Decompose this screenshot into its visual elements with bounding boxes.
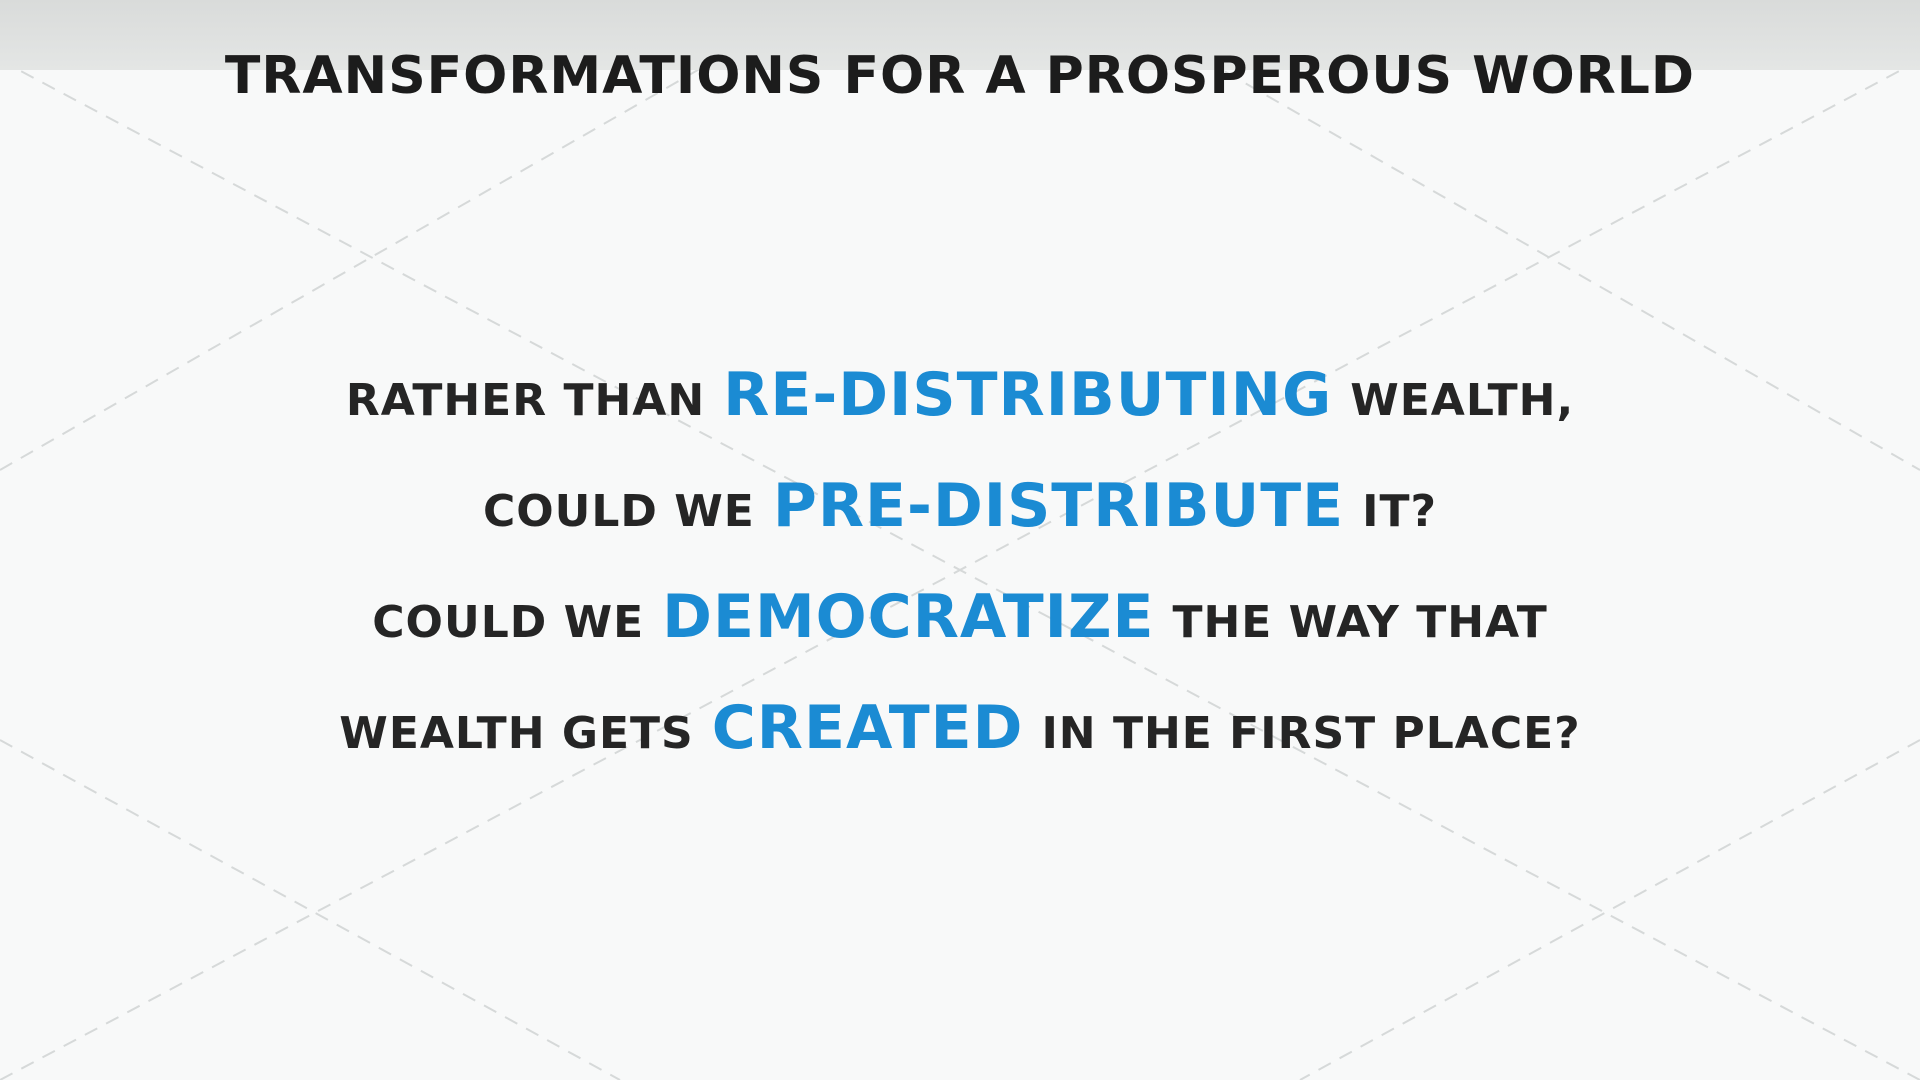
slide-title: TRANSFORMATIONS FOR A PROSPEROUS WORLD (224, 46, 1696, 106)
line-text: COULD WE (372, 597, 645, 648)
dashed-line (1099, 0, 1920, 471)
line-text: WEALTH GETS (339, 708, 694, 759)
status-bar (0, 0, 1920, 70)
emphasis-text: CREATED (711, 693, 1024, 763)
line-text: THE WAY THAT (1172, 597, 1548, 648)
line-text: RATHER THAN (345, 375, 706, 426)
text-line: WEALTH GETS CREATED IN THE FIRST PLACE? (0, 693, 1920, 804)
emphasis-text: PRE-DISTRIBUTE (772, 471, 1345, 541)
emphasis-text: DEMOCRATIZE (662, 582, 1155, 652)
dashed-line (0, 59, 1920, 1080)
slide-body: RATHER THAN RE-DISTRIBUTING WEALTH, COULD W… (0, 360, 1920, 804)
text-line: COULD WE PRE-DISTRIBUTE IT? (0, 471, 1920, 582)
text-line: RATHER THAN RE-DISTRIBUTING WEALTH, (0, 360, 1920, 471)
line-text: IT? (1362, 486, 1438, 537)
text-line: COULD WE DEMOCRATIZE THE WAY THAT (0, 582, 1920, 693)
dashed-line (0, 0, 821, 471)
dashed-line (1299, 739, 1920, 1080)
line-text: WEALTH, (1350, 375, 1575, 426)
line-text: IN THE FIRST PLACE? (1041, 708, 1581, 759)
dashed-line (0, 739, 621, 1080)
emphasis-text: RE-DISTRIBUTING (723, 360, 1333, 430)
line-text: COULD WE (482, 486, 755, 537)
